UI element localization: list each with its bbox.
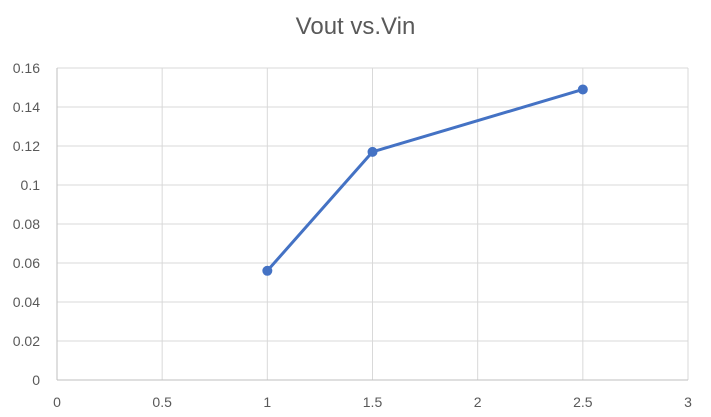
series-line [265,87,585,273]
x-tick-label: 2.5 [573,394,593,410]
data-point [577,84,588,95]
axes [56,68,688,381]
y-tick-label: 0.06 [13,255,40,271]
y-tick-label: 0.1 [21,177,41,193]
x-tick-label: 0 [53,394,61,410]
y-tick-label: 0.04 [13,294,40,310]
y-axis-ticks: 0 0.02 0.04 0.06 0.08 0.1 0.12 0.14 0.16 [13,60,40,388]
x-tick-label: 1.5 [363,394,383,410]
y-tick-label: 0.02 [13,333,40,349]
y-tick-label: 0.16 [13,60,40,76]
x-tick-label: 3 [684,394,692,410]
y-tick-label: 0.14 [13,99,40,115]
y-tick-label: 0.12 [13,138,40,154]
x-axis-ticks: 0 0.5 1 1.5 2 2.5 3 [53,394,692,410]
x-tick-label: 0.5 [152,394,172,410]
x-tick-label: 1 [263,394,271,410]
gridlines [57,67,689,380]
data-point [367,146,378,157]
chart-title: Vout vs.Vin [295,13,416,40]
data-point [262,265,273,276]
x-tick-label: 2 [474,394,482,410]
y-tick-label: 0.08 [13,216,40,232]
series-group [262,84,588,276]
y-tick-label: 0 [32,372,40,388]
